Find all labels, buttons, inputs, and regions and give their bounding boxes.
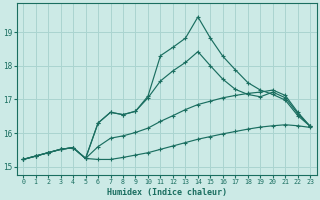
X-axis label: Humidex (Indice chaleur): Humidex (Indice chaleur)	[107, 188, 227, 197]
